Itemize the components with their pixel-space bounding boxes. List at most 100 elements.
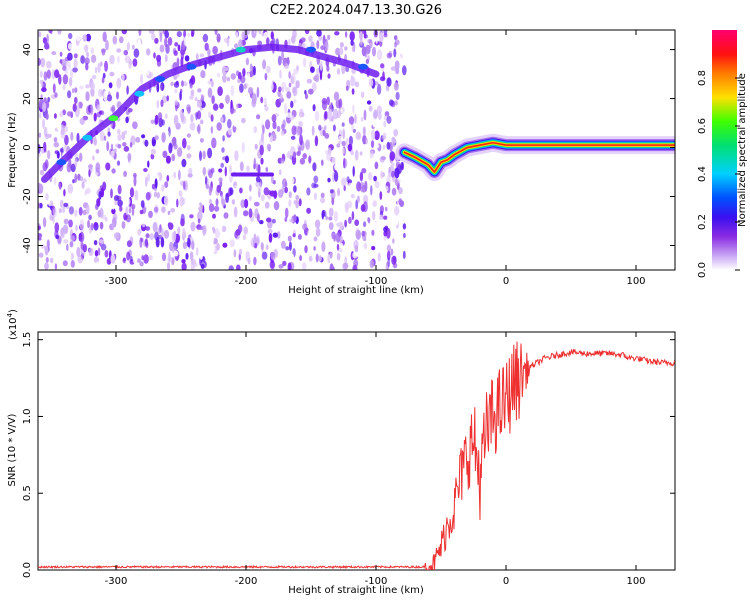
noise-blob (207, 48, 211, 57)
noise-blob (358, 80, 363, 86)
noise-blob (284, 139, 290, 147)
noise-blob (254, 242, 258, 249)
noise-blob (277, 55, 282, 66)
noise-blob (190, 221, 196, 232)
noise-blob (379, 93, 386, 105)
noise-blob (181, 262, 187, 270)
noise-blob (256, 86, 260, 98)
noise-blob (333, 211, 338, 222)
noise-blob (281, 50, 284, 61)
noise-blob (40, 81, 44, 88)
noise-blob (211, 233, 215, 244)
noise-blob (369, 259, 374, 269)
noise-blob (398, 236, 402, 247)
frequency-ridge (41, 43, 380, 183)
noise-blob (399, 200, 405, 208)
noise-blob (249, 71, 253, 78)
noise-blob (126, 34, 131, 42)
noise-blob (261, 32, 265, 37)
noise-blob (304, 30, 310, 35)
noise-blob (311, 182, 317, 189)
noise-blob (208, 111, 212, 119)
noise-blob (87, 219, 90, 229)
noise-blob (179, 196, 184, 207)
noise-blob (111, 198, 115, 210)
noise-blob (232, 185, 238, 191)
noise-blob (394, 178, 399, 186)
noise-blob (173, 171, 177, 179)
noise-blob (365, 58, 370, 65)
noise-blob (255, 176, 261, 183)
noise-blob (336, 252, 341, 261)
noise-blob (265, 119, 271, 130)
noise-blob (386, 250, 391, 261)
noise-blob (234, 150, 239, 161)
noise-blob (44, 262, 49, 270)
noise-blob (72, 179, 75, 184)
noise-blob (271, 114, 277, 123)
noise-blob (290, 135, 296, 140)
noise-blob (395, 161, 401, 170)
noise-blob (56, 151, 60, 159)
noise-blob (168, 251, 171, 262)
noise-blob (63, 239, 69, 244)
noise-blob (288, 241, 292, 251)
noise-blob (38, 233, 43, 241)
noise-blob (293, 99, 297, 104)
noise-blob (99, 131, 105, 142)
noise-blob (325, 215, 329, 221)
noise-blob (45, 113, 49, 120)
noise-blob (39, 169, 45, 176)
noise-blob (313, 236, 318, 242)
noise-blob (135, 136, 141, 143)
noise-blob (74, 30, 80, 35)
noise-blob (197, 88, 202, 93)
noise-blob (156, 192, 160, 199)
noise-blob (341, 140, 346, 147)
noise-blob (313, 192, 317, 201)
noise-blob (246, 72, 251, 79)
noise-blob (161, 252, 167, 262)
noise-blob (173, 114, 179, 126)
noise-blob (336, 68, 341, 75)
noise-blob (285, 246, 290, 251)
y-tick-label: -20 (22, 188, 33, 204)
noise-blob (367, 217, 370, 222)
noise-blob (38, 225, 41, 230)
noise-blob (99, 147, 102, 156)
noise-blob (395, 68, 400, 75)
noise-blob (154, 114, 159, 125)
noise-blob (234, 43, 239, 49)
y-tick-label: 20 (22, 92, 33, 105)
noise-blob (225, 193, 230, 203)
noise-blob (363, 221, 367, 228)
noise-blob (344, 31, 348, 38)
noise-blob (58, 208, 62, 214)
noise-blob (161, 206, 166, 213)
noise-blob (160, 99, 164, 108)
noise-blob (173, 81, 180, 88)
noise-blob (123, 146, 130, 152)
noise-blob (286, 91, 292, 99)
noise-blob (165, 113, 168, 119)
colorbar-tick-label: 0.0 (697, 262, 708, 278)
noise-blob (162, 150, 168, 158)
x-tick-label: 100 (626, 576, 645, 587)
noise-blob (264, 72, 268, 81)
noise-blob (157, 227, 161, 235)
noise-blob (241, 31, 245, 40)
noise-blob (334, 31, 340, 36)
noise-blob (233, 206, 238, 218)
noise-blob (133, 175, 137, 187)
noise-blob (199, 150, 202, 161)
noise-blob (342, 262, 348, 270)
noise-blob (359, 151, 363, 156)
noise-blob (318, 124, 322, 131)
noise-blob (343, 157, 346, 169)
noise-blob (239, 187, 243, 194)
noise-blob (133, 48, 140, 58)
noise-blob (182, 180, 186, 190)
noise-blob (402, 223, 407, 230)
noise-blob (88, 247, 94, 257)
noise-blob (77, 219, 81, 224)
